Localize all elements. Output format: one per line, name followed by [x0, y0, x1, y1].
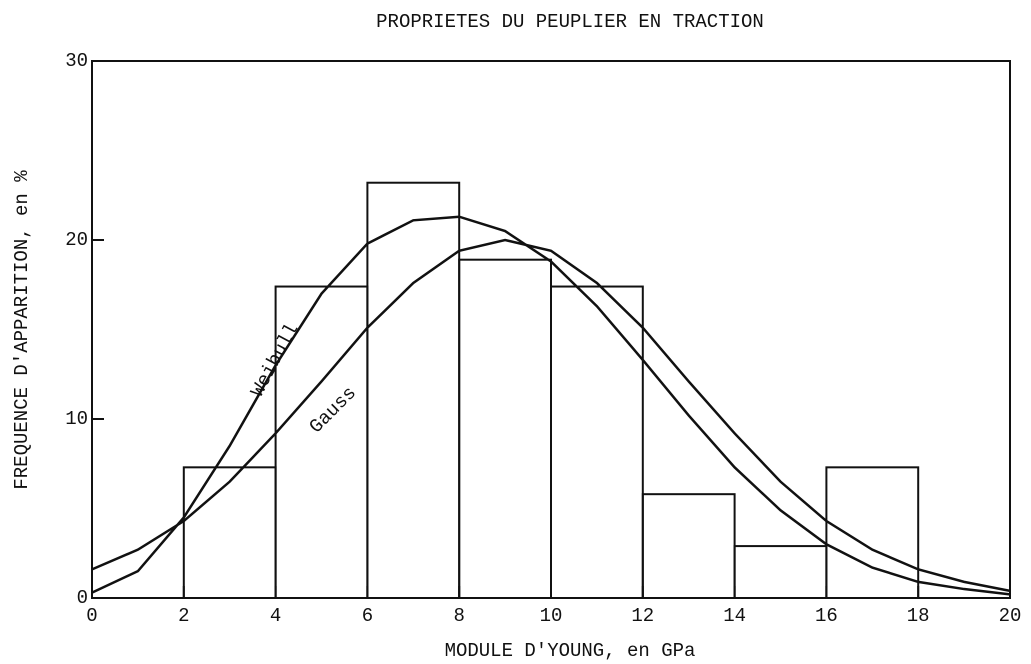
curve — [91, 238, 1011, 593]
x-tick-label: 10 — [540, 605, 563, 627]
histogram-bar — [733, 545, 828, 600]
x-tick-label: 20 — [999, 605, 1022, 627]
x-tick-label: 12 — [631, 605, 654, 627]
x-tick-label: 0 — [86, 605, 97, 627]
histogram-bar — [366, 181, 461, 599]
x-tick-label: 6 — [362, 605, 373, 627]
y-tick-label: 0 — [77, 587, 88, 609]
x-tick-label: 8 — [453, 605, 464, 627]
histogram-bar — [641, 493, 736, 599]
chart-title: PROPRIETES DU PEUPLIER EN TRACTION — [376, 11, 764, 33]
x-tick-label: 16 — [815, 605, 838, 627]
histogram-bar — [550, 285, 644, 599]
histogram-bar — [458, 258, 553, 599]
y-tick-label: 10 — [65, 408, 88, 430]
histogram-bar — [182, 466, 277, 599]
y-tick-label: 30 — [65, 50, 88, 72]
x-axis-label: MODULE D'YOUNG, en GPa — [445, 640, 696, 662]
y-axis-label: FREQUENCE D'APPARITION, en % — [11, 170, 33, 490]
y-tick-label: 20 — [65, 229, 88, 251]
x-tick-label: 2 — [178, 605, 189, 627]
x-tick-label: 14 — [723, 605, 746, 627]
x-tick-label: 4 — [270, 605, 281, 627]
curve — [91, 215, 1011, 596]
histogram-bar — [825, 466, 920, 599]
x-tick-label: 18 — [907, 605, 930, 627]
